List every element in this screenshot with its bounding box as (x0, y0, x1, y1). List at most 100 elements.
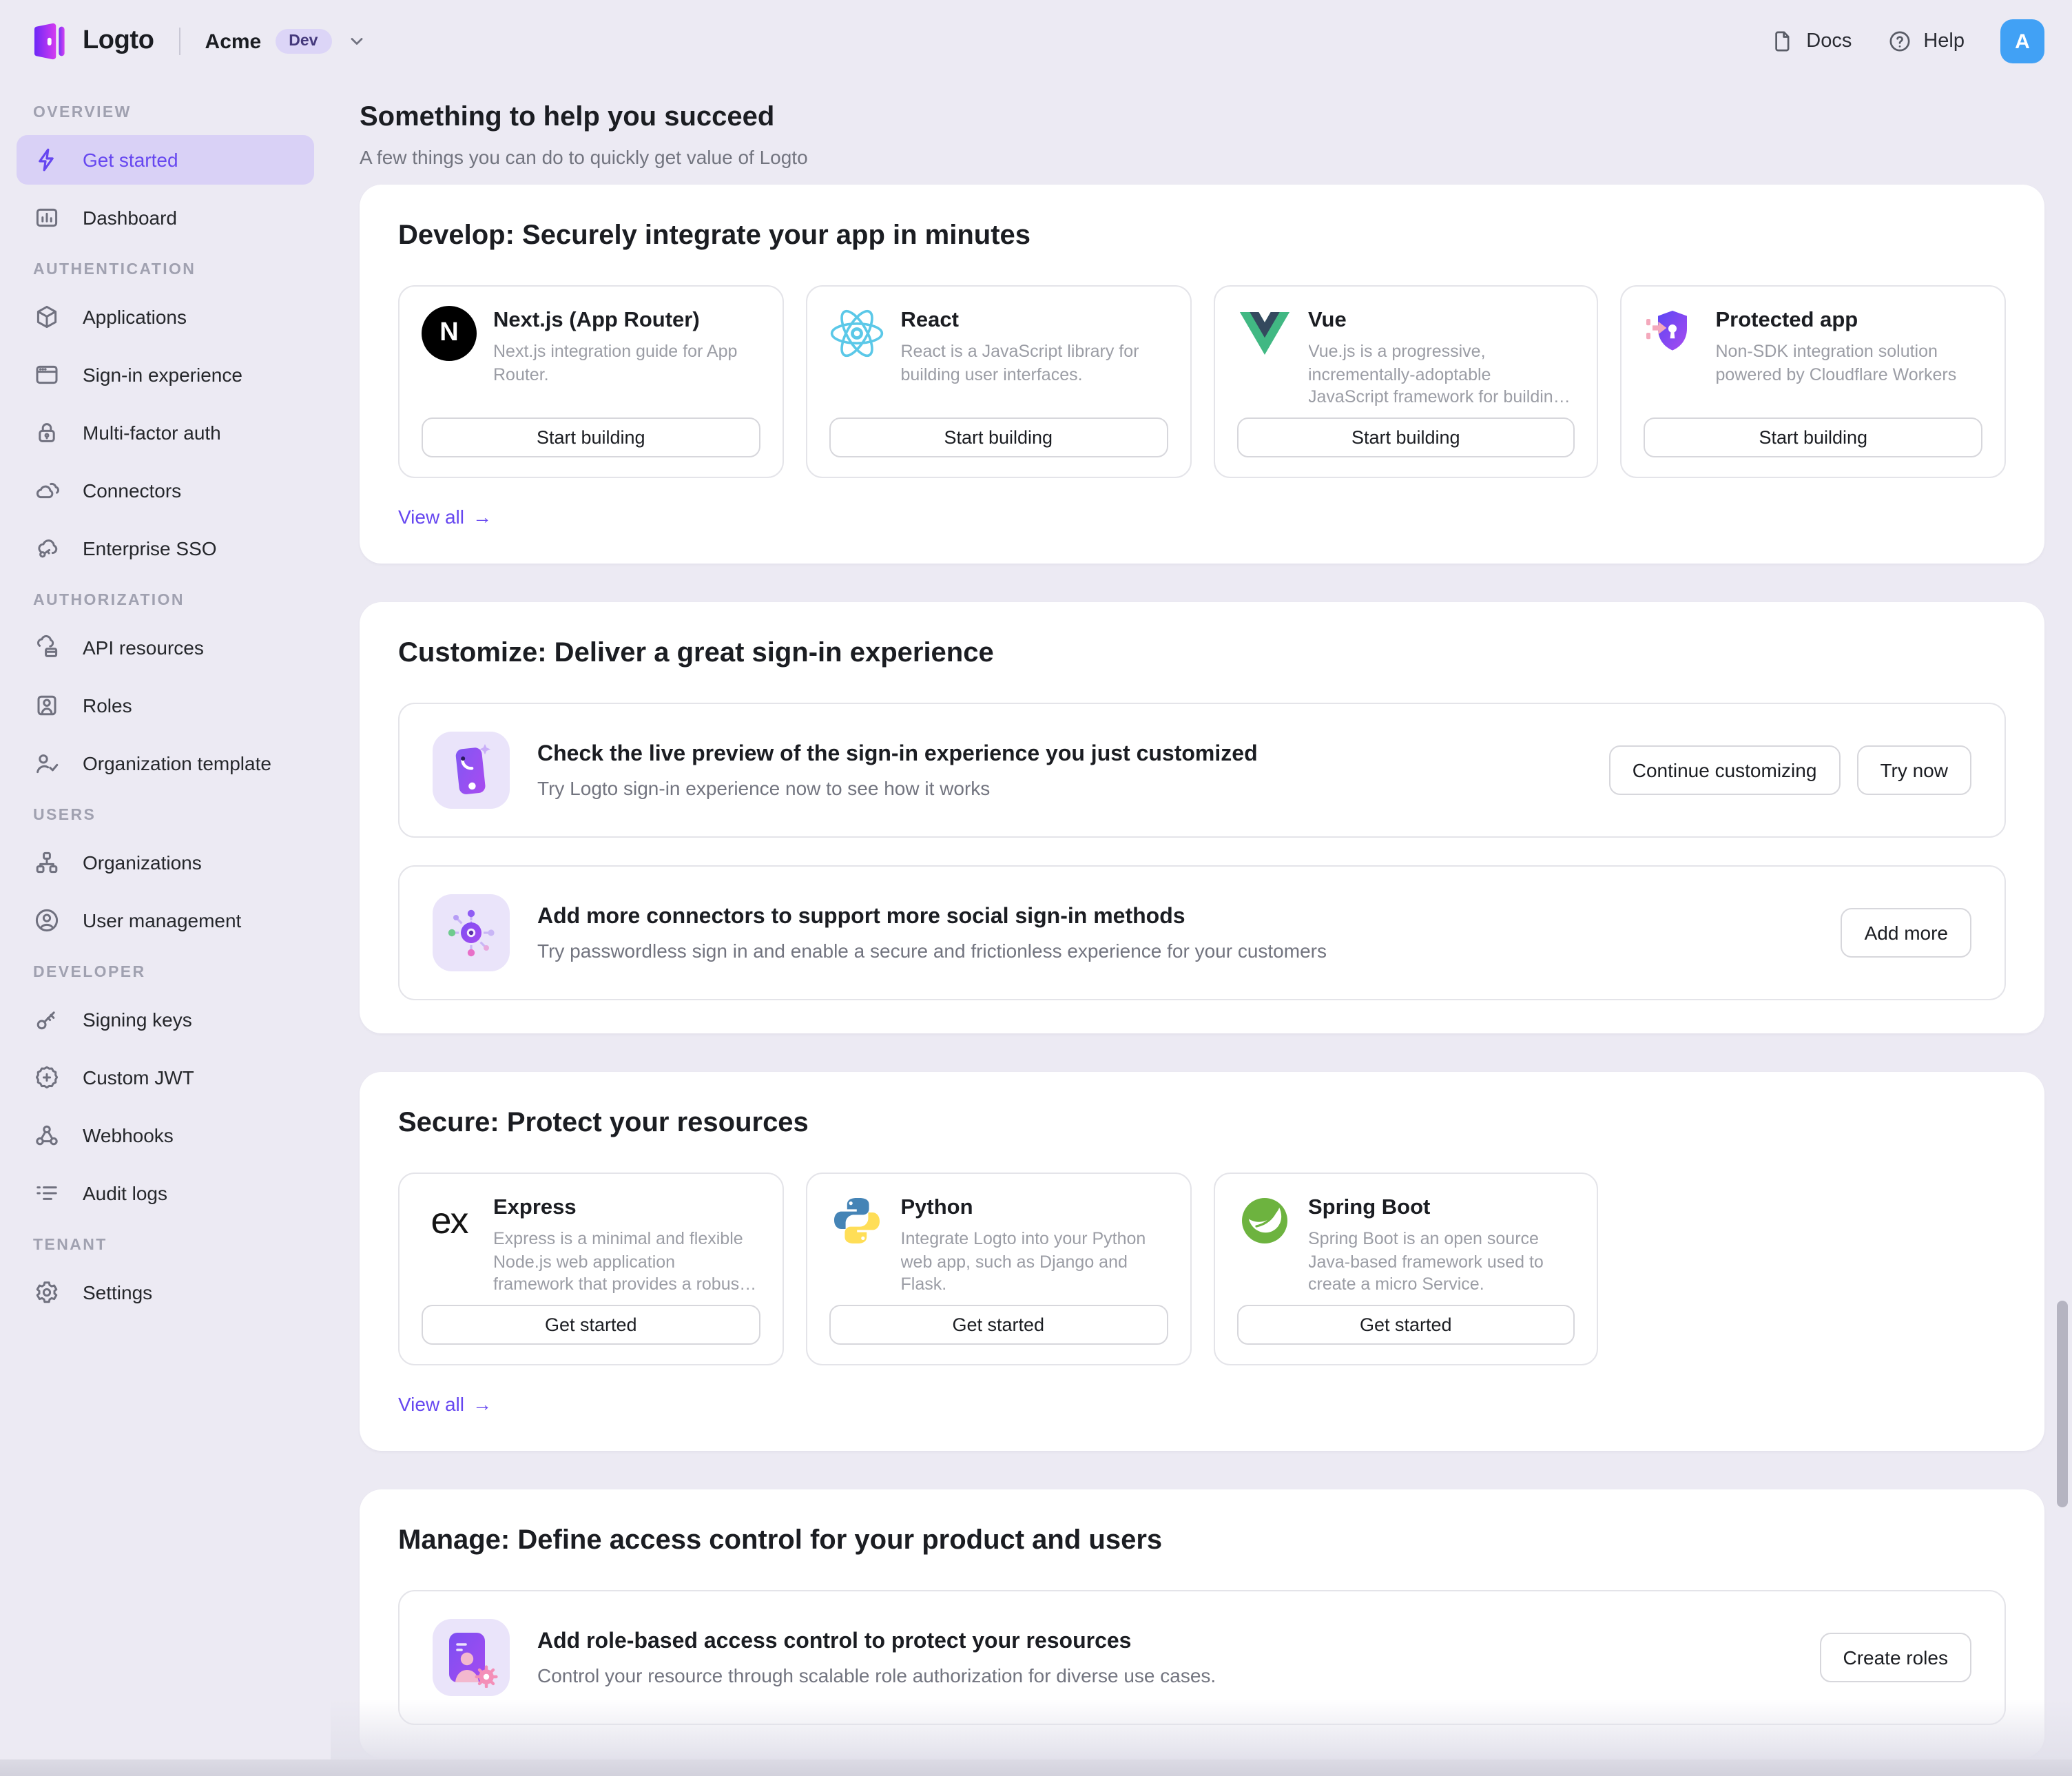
sidebar-item-dashboard[interactable]: Dashboard (17, 193, 314, 242)
sidebar-item-label: API resources (83, 637, 204, 659)
sidebar-item-api-resources[interactable]: API resources (17, 623, 314, 672)
start-building-button[interactable]: Start building (829, 417, 1168, 457)
develop-view-all-link[interactable]: View all → (398, 506, 492, 528)
card-title: React (900, 309, 959, 332)
card-title: Next.js (App Router) (493, 309, 700, 332)
cube-icon (37, 305, 57, 329)
react-logo (829, 306, 884, 361)
arrow-right-icon: → (473, 1393, 492, 1415)
continue-customizing-button[interactable]: Continue customizing (1608, 745, 1841, 795)
lock-icon (39, 423, 55, 442)
manage-panel: Manage: Define access control for your p… (360, 1489, 2044, 1758)
topbar-divider (178, 28, 180, 55)
sidebar-item-webhooks[interactable]: Webhooks (17, 1111, 314, 1160)
clouds-icon (36, 482, 59, 499)
page-title: Something to help you succeed (360, 102, 775, 132)
sidebar-item-signing-keys[interactable]: Signing keys (17, 995, 314, 1044)
sidebar-item-label: Dashboard (83, 207, 177, 229)
sidebar-item-label: Multi-factor auth (83, 422, 221, 444)
logto-brand[interactable]: Logto (28, 21, 154, 62)
badge-plus-icon (35, 1066, 59, 1088)
sidebar-item-connectors[interactable]: Connectors (17, 466, 314, 515)
row-title: Add role-based access control to protect… (537, 1629, 1132, 1653)
role-card-icon (37, 695, 56, 716)
start-building-button[interactable]: Start building (1236, 417, 1575, 457)
secure-view-all-link[interactable]: View all → (398, 1393, 492, 1415)
sidebar-item-applications[interactable]: Applications (17, 292, 314, 342)
sidebar-item-organization-template[interactable]: Organization template (17, 739, 314, 788)
python-logo (829, 1193, 884, 1248)
vertical-scrollbar[interactable] (2057, 1301, 2068, 1507)
sidebar-item-user-management[interactable]: User management (17, 896, 314, 945)
sidebar-item-sign-in-experience[interactable]: Sign-in experience (17, 350, 314, 400)
create-roles-button[interactable]: Create roles (1819, 1633, 1971, 1682)
manage-title: Manage: Define access control for your p… (398, 1525, 1163, 1556)
protected-app-shield-logo (1644, 306, 1699, 361)
lightning-icon (39, 148, 54, 172)
sign-in-preview-text: Check the live preview of the sign-in ex… (537, 742, 1582, 798)
framework-card-express: ex Express Express is a minimal and flex… (398, 1173, 784, 1365)
nextjs-logo: N (422, 306, 477, 361)
sidebar-item-get-started[interactable]: Get started (17, 135, 314, 185)
row-title: Add more connectors to support more soci… (537, 905, 1185, 928)
docs-button[interactable]: Docs (1770, 29, 1852, 54)
sidebar-item-organizations[interactable]: Organizations (17, 838, 314, 887)
sidebar-item-enterprise-sso[interactable]: Enterprise SSO (17, 524, 314, 573)
row-actions: Add more (1841, 908, 1971, 958)
bar-chart-icon (36, 208, 58, 227)
get-started-button[interactable]: Get started (422, 1305, 760, 1345)
cloud-key-icon (38, 539, 58, 558)
get-started-button[interactable]: Get started (829, 1305, 1168, 1345)
gear-icon (36, 1281, 58, 1303)
sidebar-item-label: Custom JWT (83, 1066, 194, 1088)
help-button[interactable]: Help (1887, 29, 1965, 54)
start-building-button[interactable]: Start building (1644, 417, 1982, 457)
rbac-row: Add role-based access control to protect… (398, 1590, 2006, 1725)
card-description: Spring Boot is an open source Java-based… (1308, 1229, 1544, 1294)
card-description: Vue.js is a progressive, incrementally-a… (1308, 342, 1563, 406)
add-connectors-text: Add more connectors to support more soci… (537, 905, 1814, 961)
secure-panel: Secure: Protect your resources ex Expres… (360, 1072, 2044, 1451)
sidebar-item-label: Sign-in experience (83, 364, 242, 386)
sidebar-section-tenant: TENANT (33, 1237, 107, 1254)
sidebar-section-overview: OVERVIEW (33, 105, 132, 121)
webhook-icon (36, 1125, 58, 1146)
row-subtitle: Try passwordless sign in and enable a se… (537, 939, 1327, 961)
card-title: Python (900, 1196, 973, 1219)
get-started-button[interactable]: Get started (1236, 1305, 1575, 1345)
start-building-button[interactable]: Start building (422, 417, 760, 457)
cloud-card-icon (37, 634, 58, 657)
sidebar-item-audit-logs[interactable]: Audit logs (17, 1168, 314, 1218)
card-description: Next.js integration guide for App Router… (493, 342, 738, 384)
person-check-icon (37, 754, 59, 774)
add-more-button[interactable]: Add more (1841, 908, 1971, 958)
develop-panel: Develop: Securely integrate your app in … (360, 185, 2044, 564)
list-icon (37, 1186, 57, 1200)
try-now-button[interactable]: Try now (1856, 745, 1971, 795)
sidebar-item-label: Roles (83, 694, 132, 716)
develop-title: Develop: Securely integrate your app in … (398, 220, 1031, 251)
sidebar-item-label: Get started (83, 149, 178, 171)
page-subtitle: A few things you can do to quickly get v… (360, 146, 808, 168)
sidebar-item-roles[interactable]: Roles (17, 681, 314, 730)
avatar[interactable]: A (2000, 19, 2044, 63)
avatar-letter: A (2015, 30, 2030, 53)
sidebar-item-label: Organization template (83, 752, 271, 774)
brand-name: Logto (83, 26, 154, 55)
sidebar-item-custom-jwt[interactable]: Custom JWT (17, 1053, 314, 1102)
tenant-selector[interactable]: Acme Dev (205, 29, 368, 54)
org-chart-icon (36, 851, 58, 874)
sidebar-section-users: USERS (33, 807, 96, 824)
sidebar-item-multi-factor-auth[interactable]: Multi-factor auth (17, 408, 314, 457)
secure-title: Secure: Protect your resources (398, 1108, 809, 1138)
row-actions: Create roles (1819, 1633, 1971, 1682)
sidebar-item-settings[interactable]: Settings (17, 1268, 314, 1317)
phone-preview-icon (433, 732, 510, 809)
add-connectors-row: Add more connectors to support more soci… (398, 865, 2006, 1000)
card-description: Non-SDK integration solution powered by … (1715, 342, 1957, 384)
question-circle-icon (1889, 31, 1910, 52)
framework-card-vue: Vue Vue.js is a progressive, incremental… (1213, 285, 1599, 478)
sidebar-item-label: Signing keys (83, 1009, 192, 1031)
chevron-down-icon (351, 38, 362, 45)
